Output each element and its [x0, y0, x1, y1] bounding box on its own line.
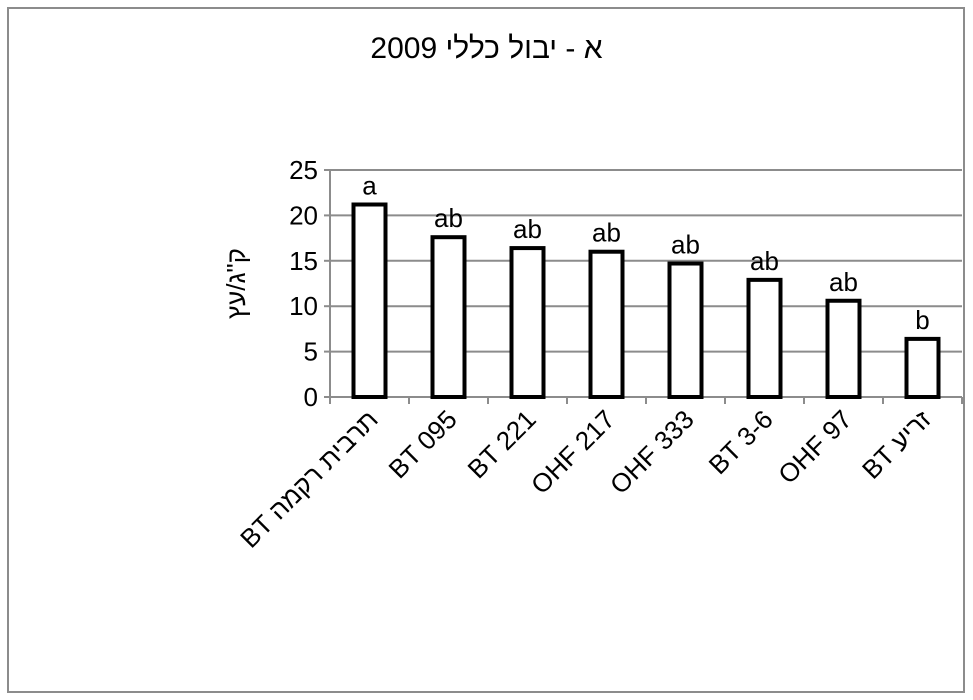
data-label: ab [434, 203, 463, 233]
y-tick-label: 0 [304, 382, 318, 412]
x-tick-label: BT תרבית רקמה [234, 404, 384, 554]
data-label: ab [592, 218, 621, 248]
y-tick-label: 15 [289, 246, 318, 276]
bar [825, 298, 862, 400]
y-axis-label: ק"ג/עץ [221, 248, 251, 319]
bar [746, 277, 783, 400]
data-label: b [915, 305, 929, 335]
x-tick-label: OHF 217 [525, 404, 621, 500]
data-label: a [362, 171, 377, 201]
x-tick-label: BT זריע [856, 404, 937, 485]
data-label: ab [829, 267, 858, 297]
chart-frame [7, 7, 965, 693]
x-tick-label: BT 095 [383, 404, 463, 484]
data-label: ab [671, 230, 700, 260]
bar [667, 261, 704, 399]
chart-title: א - יבול כללי 2009 [370, 32, 603, 65]
bar [588, 249, 625, 399]
x-tick-label: OHF 333 [604, 404, 700, 500]
x-tick-label: BT 221 [462, 404, 542, 484]
bar [904, 336, 941, 399]
y-tick-label: 25 [289, 155, 318, 185]
bar [430, 235, 467, 399]
y-tick-label: 10 [289, 291, 318, 321]
bar [351, 202, 388, 399]
x-tick-label: BT 3-6 [703, 404, 779, 480]
y-tick-label: 20 [289, 200, 318, 230]
bar [509, 246, 546, 399]
data-label: ab [513, 214, 542, 244]
y-tick-label: 5 [304, 337, 318, 367]
x-tick-label: OHF 97 [772, 404, 858, 490]
data-label: ab [750, 246, 779, 276]
